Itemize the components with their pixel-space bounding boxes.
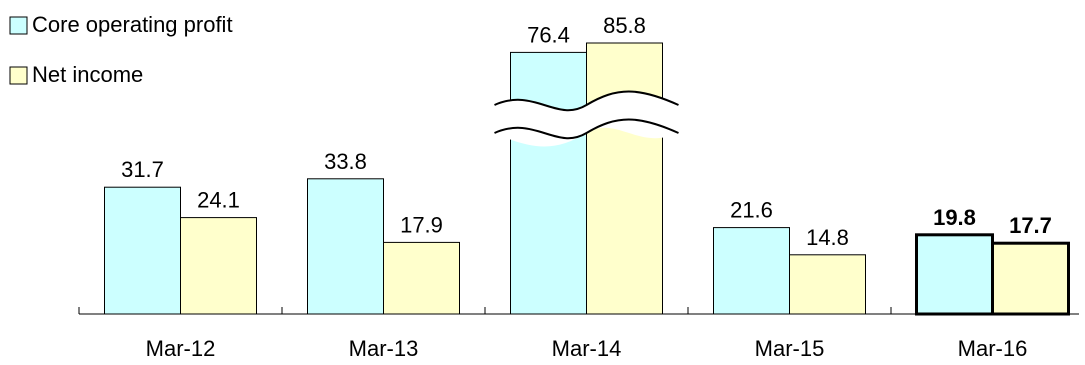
x-tick-label-mar-12: Mar-12 <box>146 336 216 361</box>
data-label-net-income-mar-12: 24.1 <box>197 188 240 213</box>
bar-core-operating-profit-mar-13 <box>307 178 384 315</box>
bar-core-operating-profit-mar-14 <box>510 51 587 315</box>
bar-net-income-mar-13 <box>383 241 460 315</box>
bar-net-income-mar-14 <box>586 42 663 315</box>
x-tick-label-mar-16: Mar-16 <box>958 336 1028 361</box>
data-label-core-operating-profit-mar-12: 31.7 <box>121 157 164 182</box>
x-tick-label-mar-15: Mar-15 <box>755 336 825 361</box>
bar-core-operating-profit-mar-15 <box>713 227 790 315</box>
data-label-net-income-mar-13: 17.9 <box>400 212 443 237</box>
x-tick-label-mar-13: Mar-13 <box>349 336 419 361</box>
data-label-net-income-mar-14: 85.8 <box>603 13 646 38</box>
data-label-net-income-mar-15: 14.8 <box>806 225 849 250</box>
data-label-net-income-mar-16: 17.7 <box>1009 213 1052 238</box>
data-label-core-operating-profit-mar-14: 76.4 <box>527 22 570 47</box>
legend-swatch-core-operating-profit <box>9 16 28 35</box>
legend-swatch-net-income <box>9 66 28 85</box>
data-label-core-operating-profit-mar-16: 19.8 <box>933 205 976 230</box>
legend-label-net-income: Net income <box>32 62 143 87</box>
data-label-core-operating-profit-mar-13: 33.8 <box>324 149 367 174</box>
bar-net-income-mar-15 <box>789 254 866 315</box>
data-label-core-operating-profit-mar-15: 21.6 <box>730 198 773 223</box>
bar-net-income-mar-16 <box>991 241 1070 316</box>
bar-core-operating-profit-mar-12 <box>104 186 181 315</box>
axis-break-line-top <box>494 90 679 112</box>
axis-break-line-bottom <box>494 118 679 140</box>
legend-label-core-operating-profit: Core operating profit <box>32 12 233 37</box>
x-tick-label-mar-14: Mar-14 <box>552 336 622 361</box>
bar-net-income-mar-12 <box>180 217 257 315</box>
bar-core-operating-profit-mar-16 <box>915 233 994 316</box>
